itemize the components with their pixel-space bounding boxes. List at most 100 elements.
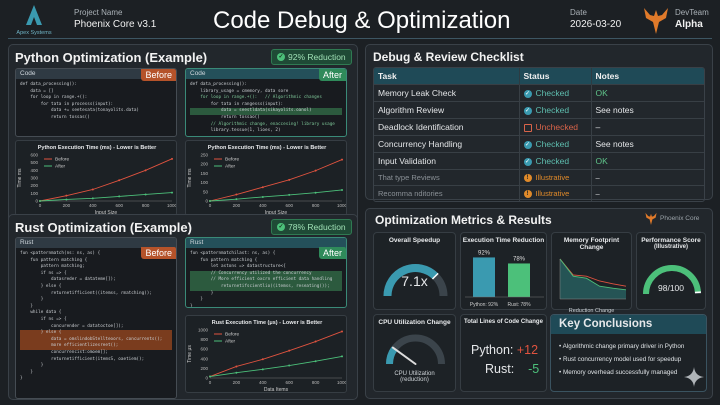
series-line-before [39,158,173,202]
logo-text: Apex Systems [16,30,52,36]
status-cell: ✓ Checked [518,135,591,153]
code-line: fun pattern matching { [20,257,88,263]
code-line: def data_processing(): [20,82,77,87]
code-line: for tata in processs(input): [20,101,114,107]
conclusion-item: • Memory overhead successfully managed [559,369,678,376]
task-cell: Algorithm Review [374,101,519,119]
x-tick-label: 600 [285,380,293,385]
code-line: library_usage = cmemory, data sore [190,88,289,94]
python-after-code: Code After def data_processing(): library_… [185,68,347,137]
data-point [341,158,343,161]
chart-title: Rust Execution Time (μs) - Lower is Bett… [212,320,323,326]
y-axis-label: Time ms [187,168,193,187]
y-tick-label: 200 [200,162,208,167]
after-tag: After [318,247,346,259]
warning-icon: ! [523,174,532,183]
code-header: Code [16,69,176,79]
code-line: fun <patternmatch(ns: ns, as) { [20,251,101,256]
y-tick-label: 600 [30,153,38,158]
cpu-caption: CPU Utilization [394,371,435,377]
area-fill [560,259,626,299]
check-circle-icon: ✓ [523,106,532,115]
loc-python-label: Python: [471,343,514,357]
code-line: returnetifscientlio((itemss, reseating()… [190,283,342,291]
score-subtitle: (Illustrative) [653,244,688,250]
phoenix-logo-icon [644,8,668,34]
data-point [118,179,121,182]
python-reduction-badge: ✓ 92% Reduction [271,49,352,65]
code-line: returnetifficient(itemsS, oaetiem(); [20,356,145,362]
data-point [235,198,238,201]
checklist-table-wrap: Task Status Notes Memory Leak Check ✓ Checke… [373,67,705,203]
data-point [235,193,238,196]
checklist-row: Deadlock Identification Unchecked – [374,118,704,136]
warning-icon: ! [523,190,532,199]
code-line: } [20,363,44,369]
loc-python: Python: +12 [471,343,538,357]
speedup-value: 7.1x [401,273,428,289]
code-line: returnetifficient((itemss, rmatching)); [20,290,152,296]
checklist-title: Debug & Review Checklist [373,50,524,64]
legend-label: Before [225,157,239,163]
data-point [341,330,343,333]
check-circle-icon: ✓ [523,89,532,98]
status-text: Illustrative [535,173,570,182]
code-line: while data { [20,310,62,316]
data-point [288,178,291,181]
y-tick-label: 100 [30,191,38,196]
bar-category-label: Rust: 78% [507,302,531,308]
conclusion-item: • Algorithmic change primary driver in P… [559,343,685,350]
data-point [65,198,68,201]
y-tick-label: 400 [200,356,208,361]
notes-cell: – [590,168,704,186]
status-cell: ! Illustrative [518,185,591,202]
legend-label: After [55,164,66,170]
code-line: data = [] [20,88,54,94]
data-point [91,197,94,200]
data-point [171,191,173,194]
chart-title: Python Execution Time (ms) - Lower is Be… [38,145,157,151]
data-point [314,191,317,194]
x-axis-label: Data Items [264,387,289,393]
conclusion-item: • Rust concurrency model used for speedu… [559,356,682,363]
legend-label: After [225,164,236,170]
task-cell: That type Reviews [374,168,519,186]
code-line: concurrencist:omoem[]; [20,349,108,355]
data-point [261,358,264,361]
data-point [118,195,121,198]
checklist-row: That type Reviews! Illustrative – [374,168,704,186]
code-line: def data_processing(): [190,82,247,87]
x-tick-label: 1000 [337,203,347,208]
badge-text: 92% Reduction [288,52,346,62]
col-task: Task [374,68,519,85]
cpu-card: CPU Utilization Change CPU Utilization (… [373,314,456,392]
data-point [39,200,41,202]
status-cell: ✓ Checked [518,84,591,102]
status-text: Checked [535,156,570,166]
team-label: DevTeam [675,8,709,17]
area-line [559,258,627,291]
y-tick-label: 800 [200,337,208,342]
status-text: Checked [535,105,570,115]
python-before-code: Code Before def data_processing(): data = … [15,68,177,137]
exec-card: Execution Time Reduction 92% Python: 92% 7… [460,232,547,310]
code-block: fun <patternmatch(ns: ns, as) { fun patt… [16,248,176,386]
code-line: return tossas() [20,114,90,120]
code-line: datasreder = datateme[]); [20,277,116,283]
date-label: Date [570,8,587,17]
checklist-row: Recomma nditories! Illustrative – [374,185,704,202]
y-tick-label: 500 [30,160,38,165]
data-point [314,340,317,343]
data-point [171,157,173,160]
logo: Apex Systems [14,5,54,36]
col-notes: Notes [590,68,704,85]
code-header: Rust [16,238,176,248]
metrics-brand: Phoenix Core [660,215,700,222]
data-point [144,169,147,172]
code-line: } [20,297,44,303]
loc-title: Total Lines of Code Change [464,319,543,325]
task-cell: Concurrency Handling [374,135,519,153]
bar [508,263,530,297]
data-point [314,360,317,363]
empty-checkbox-icon[interactable] [523,123,532,132]
